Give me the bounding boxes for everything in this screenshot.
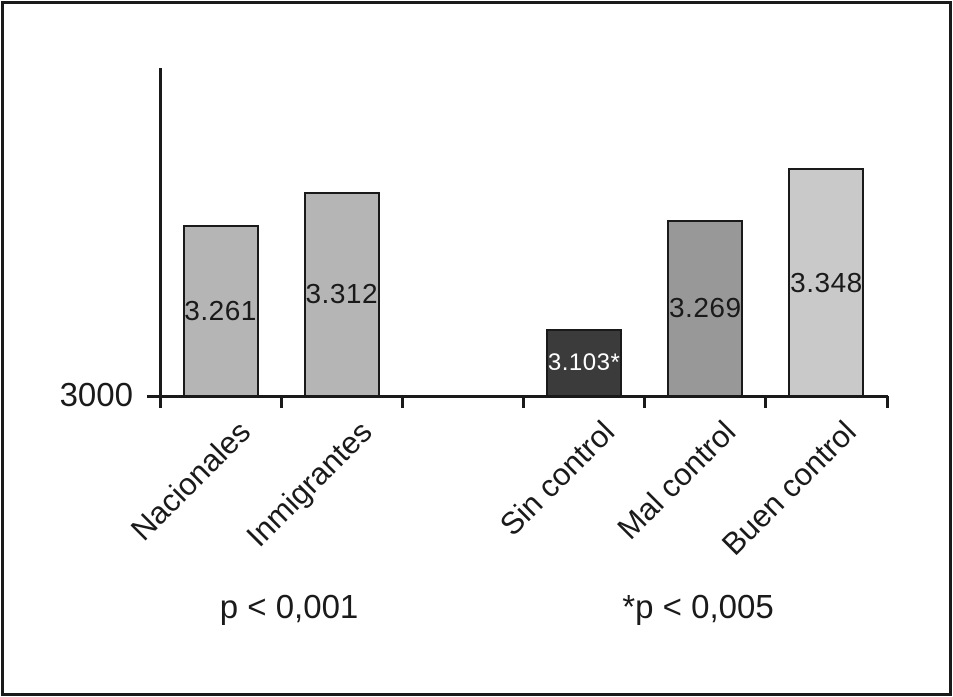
x-axis-tick [522, 396, 525, 408]
bar-value-label: 3.269 [668, 292, 742, 324]
bar-nacionales: 3.261 [182, 225, 259, 397]
x-axis-tick [764, 396, 768, 408]
bar-value-label: 3.348 [790, 266, 863, 298]
category-label-mal-control: Mal control [610, 414, 743, 546]
x-axis-tick [885, 396, 889, 408]
x-axis-tick [279, 396, 283, 408]
category-label-inmigrantes: Inmigrantes [239, 414, 379, 554]
x-axis-tick [158, 396, 162, 408]
category-label-sin-control: Sin control [492, 414, 621, 543]
significance-note-left: p < 0,001 [219, 588, 359, 625]
bar-inmigrantes: 3.312 [303, 191, 380, 397]
x-axis-tick [643, 396, 647, 408]
category-label-nacionales: Nacionales [124, 414, 258, 548]
bar-value-label: 3.312 [305, 278, 379, 310]
bar-value-label: 3.261 [184, 295, 257, 327]
significance-note-right: *p < 0,005 [622, 588, 774, 625]
bar-sin-control: 3.103* [546, 329, 623, 397]
bar-buen-control: 3.348 [788, 168, 865, 397]
x-axis-line [147, 395, 888, 398]
y-axis-tick-label: 3000 [59, 376, 133, 413]
x-axis-tick [400, 396, 404, 408]
bar-mal-control: 3.269 [667, 219, 744, 397]
y-axis-line [159, 68, 162, 408]
bar-value-label: 3.103* [547, 349, 621, 377]
